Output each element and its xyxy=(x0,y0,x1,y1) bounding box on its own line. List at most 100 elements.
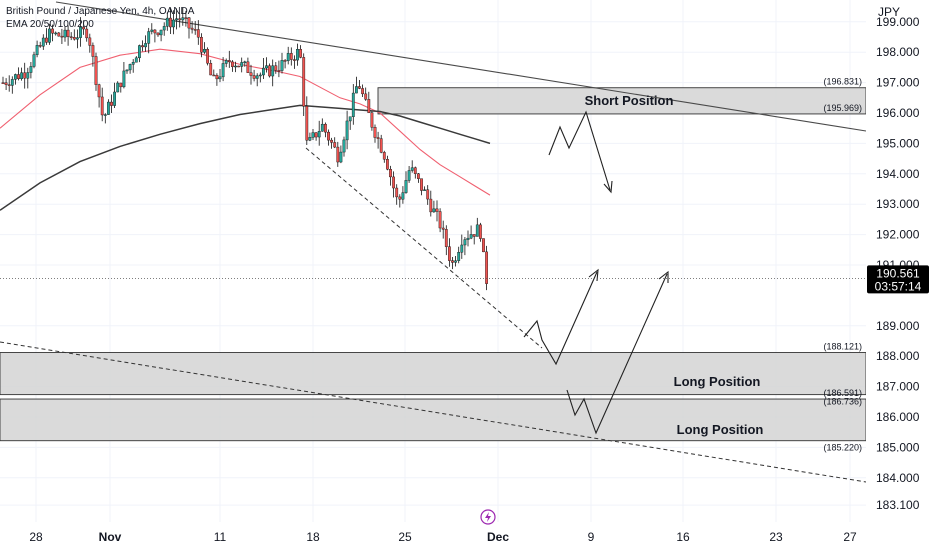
symbol-title: British Pound / Japanese Yen, 4h, OANDA xyxy=(6,6,195,17)
channel-dashed-line[interactable] xyxy=(305,147,543,349)
candle xyxy=(482,238,485,253)
candle xyxy=(72,29,76,41)
candle xyxy=(280,52,284,74)
price-tick-label: 192.000 xyxy=(876,228,920,242)
candle xyxy=(413,166,417,179)
candle xyxy=(137,44,141,63)
candle xyxy=(69,32,73,41)
candle xyxy=(305,96,309,146)
candle xyxy=(404,171,408,194)
candle xyxy=(162,22,166,36)
candle xyxy=(426,185,430,205)
candle xyxy=(454,255,457,267)
candle xyxy=(150,23,154,35)
candle xyxy=(293,55,296,69)
candle xyxy=(51,24,55,42)
candle xyxy=(82,20,86,35)
short-projection-path xyxy=(548,110,611,191)
candle xyxy=(342,136,346,157)
price-tick-label: 185.000 xyxy=(876,440,920,454)
price-tick-label: 197.000 xyxy=(876,76,920,90)
candle xyxy=(314,132,318,141)
candle xyxy=(212,69,216,77)
candle xyxy=(389,165,392,186)
candle xyxy=(485,245,488,291)
ema-lines xyxy=(0,48,491,211)
candle xyxy=(429,190,433,217)
lower-dashed-trendline[interactable] xyxy=(0,341,867,483)
candle xyxy=(348,116,352,130)
price-tick-label: 194.000 xyxy=(876,167,920,181)
candle xyxy=(178,13,182,28)
candle xyxy=(395,184,399,205)
events-icon[interactable] xyxy=(480,509,496,525)
candle xyxy=(106,99,110,115)
candle xyxy=(193,21,197,35)
candle xyxy=(451,256,454,270)
candle xyxy=(252,69,256,82)
candle xyxy=(479,222,482,242)
long-arrowhead-2 xyxy=(658,270,669,283)
candle xyxy=(401,186,405,204)
candle xyxy=(311,128,315,140)
candle xyxy=(345,110,349,150)
candle xyxy=(448,238,451,267)
candle xyxy=(336,141,340,167)
zone-label: Long Position xyxy=(674,374,761,389)
candle xyxy=(10,76,14,94)
position-zone[interactable] xyxy=(0,398,867,442)
candle xyxy=(48,23,51,45)
time-tick-label: 27 xyxy=(843,530,857,544)
candle xyxy=(376,131,380,149)
candle xyxy=(469,225,473,240)
descending-resistance-trendline[interactable] xyxy=(55,1,867,132)
candle xyxy=(131,59,135,73)
candle xyxy=(237,65,240,68)
candle xyxy=(472,234,476,245)
candle xyxy=(286,46,290,65)
candle xyxy=(262,57,265,80)
candle xyxy=(463,237,467,256)
trendlines[interactable] xyxy=(0,1,867,483)
candle xyxy=(475,217,479,237)
candle xyxy=(367,91,371,113)
candle xyxy=(227,50,231,68)
candle xyxy=(249,64,253,85)
candle xyxy=(370,111,374,131)
candle xyxy=(60,28,64,44)
candle xyxy=(355,76,358,94)
candle xyxy=(17,67,20,81)
candle xyxy=(274,62,278,74)
candle xyxy=(13,73,17,85)
candle xyxy=(94,52,98,91)
candle xyxy=(302,53,306,117)
candle xyxy=(125,69,129,74)
candle xyxy=(296,43,299,66)
candlestick-series xyxy=(1,7,488,291)
candle xyxy=(466,230,470,247)
zone-top-price: (188.121) xyxy=(823,342,862,352)
bar-countdown: 03:57:14 xyxy=(875,279,922,293)
price-tick-label: 189.000 xyxy=(876,319,920,333)
candle xyxy=(460,234,464,259)
candle xyxy=(379,134,383,154)
price-tick-label: 193.000 xyxy=(876,197,920,211)
candle xyxy=(373,124,377,143)
candle xyxy=(206,47,209,66)
zone-bottom-price: (195.969) xyxy=(823,103,862,113)
candle xyxy=(320,118,324,132)
candle xyxy=(79,17,82,47)
candle xyxy=(407,166,411,183)
candle xyxy=(147,27,151,54)
time-axis[interactable]: 28 Nov 11 18 25 Dec 9 16 23 27 xyxy=(0,522,932,550)
time-tick-label: 16 xyxy=(676,530,690,544)
candle xyxy=(398,194,402,208)
candle xyxy=(283,58,287,69)
candle xyxy=(330,137,333,149)
candle xyxy=(299,45,302,59)
price-tick-label: 199.000 xyxy=(876,15,920,29)
time-tick-label: 9 xyxy=(588,530,595,544)
price-tick-label: 183.100 xyxy=(876,498,920,512)
